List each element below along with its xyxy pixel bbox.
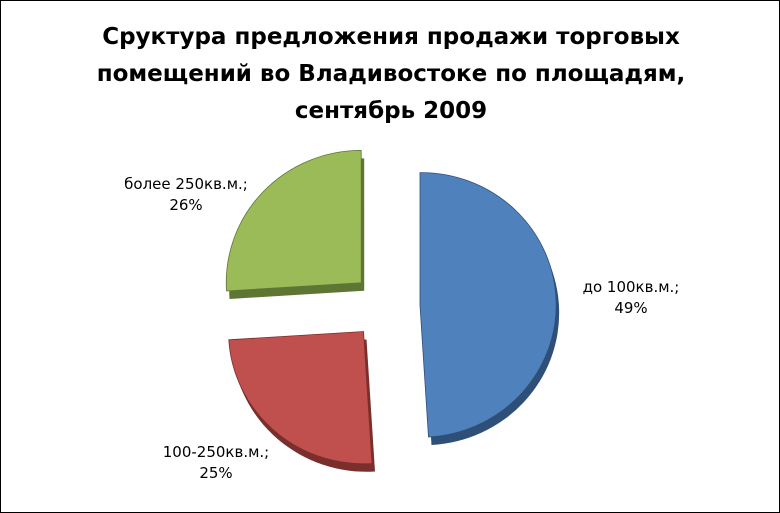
- pie-slice-up-to-100-face: [419, 172, 557, 438]
- slice-label-over-250: более 250кв.м.; 26%: [111, 174, 261, 216]
- slice-label-over-250-name: более 250кв.м.;: [124, 175, 248, 193]
- chart-title: Сруктура предложения продажи торговых по…: [96, 24, 686, 124]
- pie-slice-100-250: [228, 331, 375, 472]
- slice-label-100-250: 100-250кв.м.; 25%: [146, 442, 286, 484]
- slice-label-up-to-100: до 100кв.м.; 49%: [561, 277, 701, 319]
- slice-label-up-to-100-percent: 49%: [614, 299, 648, 317]
- slice-label-100-250-percent: 25%: [199, 464, 233, 482]
- pie-slice-over-250-face: [225, 149, 362, 292]
- slice-label-100-250-name: 100-250кв.м.;: [162, 443, 270, 461]
- pie-slice-up-to-100: [419, 172, 560, 445]
- pie-slice-100-250-face: [228, 331, 373, 465]
- pie-slice-over-250: [225, 149, 365, 299]
- slice-label-over-250-percent: 26%: [169, 196, 203, 214]
- slice-label-up-to-100-name: до 100кв.м.;: [582, 278, 680, 296]
